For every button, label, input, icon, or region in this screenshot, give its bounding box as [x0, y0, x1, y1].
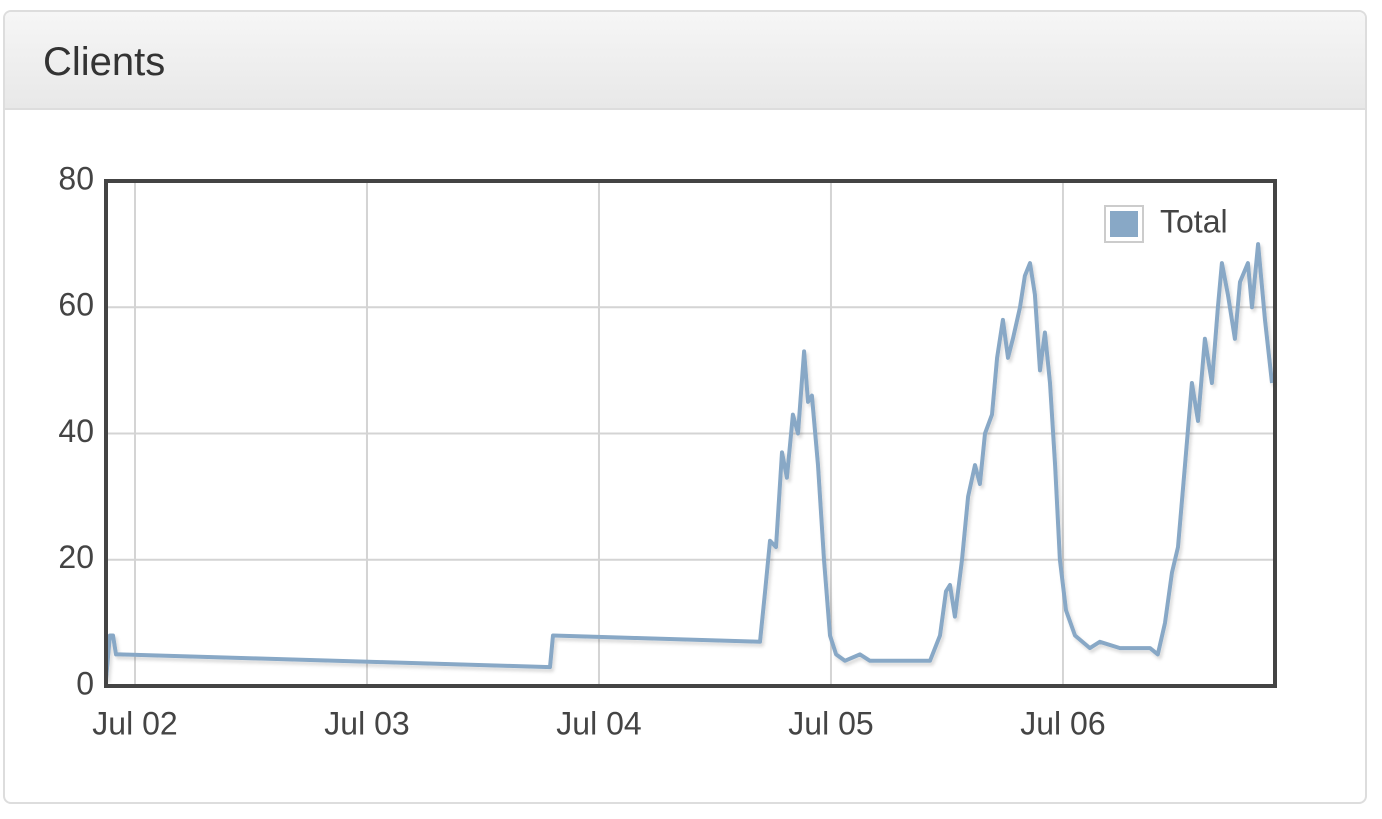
panel-title: Clients [43, 40, 166, 84]
x-tick-label: Jul 02 [92, 705, 177, 741]
series-line [104, 242, 1274, 680]
y-tick-label: 40 [58, 413, 94, 449]
x-tick-label: Jul 04 [556, 705, 641, 741]
legend-swatch [1110, 211, 1138, 237]
panel: Clients [3, 10, 1367, 804]
y-tick-label: 0 [76, 665, 94, 701]
panel-header: Clients [5, 12, 1365, 110]
y-tick-label: 80 [58, 160, 94, 196]
y-tick-label: 20 [58, 539, 94, 575]
legend-label: Total [1160, 203, 1228, 239]
plot-border [104, 179, 1277, 688]
x-tick-label: Jul 05 [788, 705, 873, 741]
y-tick-label: 60 [58, 287, 94, 323]
x-tick-label: Jul 06 [1020, 705, 1105, 741]
x-tick-label: Jul 03 [324, 705, 409, 741]
